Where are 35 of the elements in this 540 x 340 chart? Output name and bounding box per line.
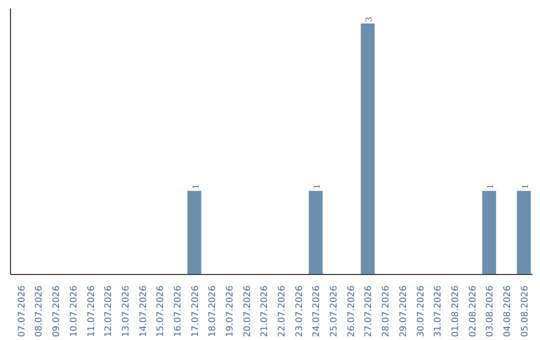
- x-tick-label: 10.07.2026: [69, 285, 80, 338]
- x-tick-label: 11.07.2026: [86, 285, 97, 338]
- x-tick-label: 05.08.2026: [520, 285, 530, 338]
- x-tick-label: 04.08.2026: [502, 285, 513, 338]
- x-tick-label: 30.07.2026: [416, 285, 426, 338]
- x-tick-label: 27.07.2026: [364, 285, 374, 338]
- data-label: 1: [520, 184, 530, 189]
- x-tick-label: 12.07.2026: [104, 285, 114, 338]
- data-label: 1: [485, 184, 496, 189]
- x-tick-label: 18.07.2026: [208, 285, 218, 338]
- x-tick-label: 20.07.2026: [242, 285, 253, 338]
- x-tick-label: 25.07.2026: [330, 285, 340, 338]
- x-tick-label: 14.07.2026: [138, 285, 149, 338]
- data-label: 1: [190, 184, 200, 189]
- data-label: 3: [364, 16, 374, 22]
- x-tick-label: 15.07.2026: [156, 285, 166, 338]
- x-tick-label: 28.07.2026: [382, 285, 392, 338]
- x-tick-label: 08.07.2026: [34, 285, 45, 338]
- x-tick-label: 23.07.2026: [294, 285, 305, 338]
- x-tick-label: 24.07.2026: [312, 285, 322, 338]
- x-tick-label: 02.08.2026: [468, 285, 478, 338]
- data-label: 1: [312, 184, 322, 189]
- x-tick-label: 22.07.2026: [278, 285, 288, 338]
- x-tick-label: 19.07.2026: [226, 285, 236, 338]
- x-tick-label: 17.07.2026: [190, 285, 201, 338]
- x-tick-label: 13.07.2026: [121, 285, 132, 338]
- x-tick-label: 09.07.2026: [52, 285, 62, 338]
- x-tick-label: 21.07.2026: [260, 285, 270, 338]
- x-tick-label: 03.08.2026: [486, 285, 496, 338]
- x-tick-label: 01.08.2026: [450, 285, 461, 338]
- x-tick-label: 29.07.2026: [398, 285, 409, 338]
- x-tick-label: 26.07.2026: [346, 285, 357, 338]
- x-tick-label: 31.07.2026: [434, 285, 444, 338]
- x-tick-label: 16.07.2026: [173, 285, 184, 338]
- x-tick-label: 07.07.2026: [17, 285, 28, 338]
